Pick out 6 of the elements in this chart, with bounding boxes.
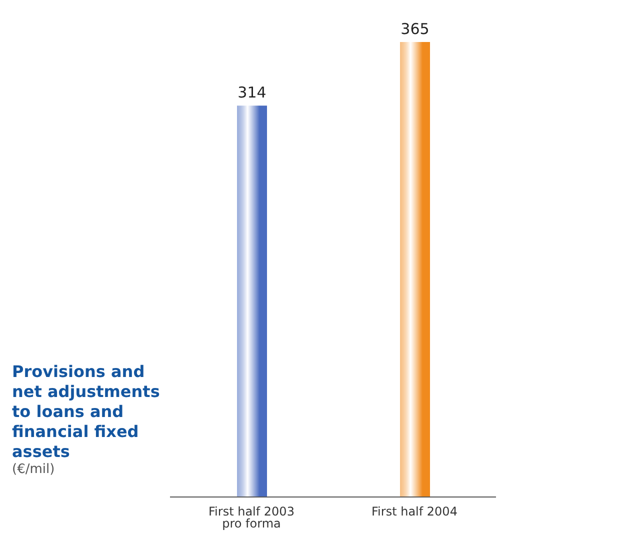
data-label: 365 <box>400 20 430 38</box>
x-tick-label: First half 2004 <box>372 504 458 519</box>
data-label: 314 <box>238 84 266 102</box>
x-tick-label: First half 2003 pro forma <box>208 504 294 531</box>
text: (€/mil) <box>12 462 56 477</box>
text: Provisions and net adjustments to loans and financial fixed assets <box>12 362 161 462</box>
